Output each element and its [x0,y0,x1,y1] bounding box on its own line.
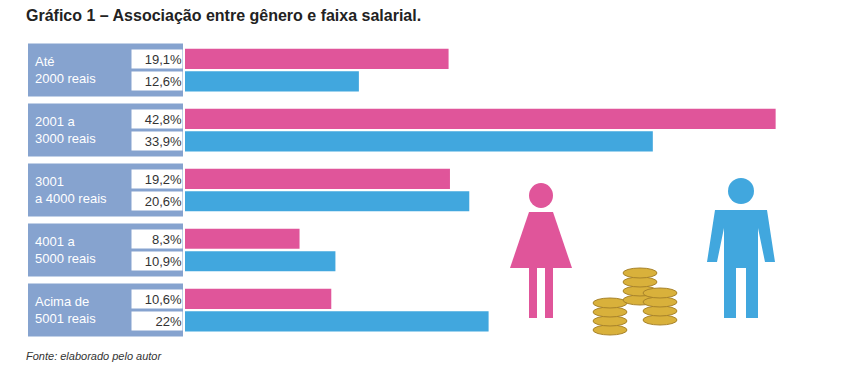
svg-text:12,6%: 12,6% [145,74,182,89]
svg-text:4001 a5000 reais: 4001 a5000 reais [35,234,96,266]
svg-text:42,8%: 42,8% [145,112,182,127]
svg-text:20,6%: 20,6% [145,194,182,209]
svg-text:10,9%: 10,9% [145,254,182,269]
svg-text:2001 a3000 reais: 2001 a3000 reais [35,114,96,146]
svg-text:19,1%: 19,1% [145,52,182,67]
svg-text:8,3%: 8,3% [152,232,182,247]
svg-text:33,9%: 33,9% [145,134,182,149]
svg-text:19,2%: 19,2% [145,172,182,187]
svg-text:Gráfico 1 – Associação entre g: Gráfico 1 – Associação entre gênero e fa… [26,7,421,24]
svg-text:3001a 4000 reais: 3001a 4000 reais [35,174,107,206]
svg-text:Acima de5001 reais: Acima de5001 reais [35,294,96,326]
svg-text:10,6%: 10,6% [145,292,182,307]
svg-text:Fonte: elaborado pelo autor: Fonte: elaborado pelo autor [26,350,162,362]
svg-text:22%: 22% [156,314,182,329]
svg-text:Até2000 reais: Até2000 reais [35,54,96,86]
